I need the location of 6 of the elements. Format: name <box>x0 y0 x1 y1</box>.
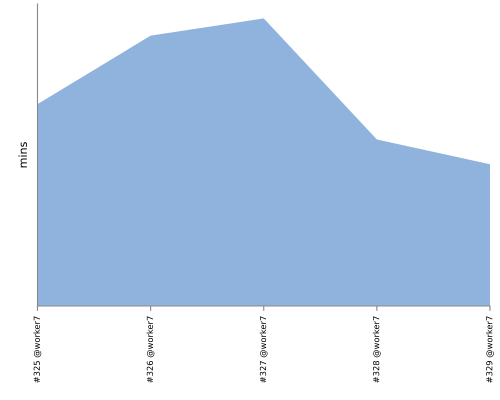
x-tick-label: #325 @worker7 <box>33 316 42 383</box>
x-tick-label: #328 @worker7 <box>372 316 381 383</box>
y-axis-title: mins <box>18 142 28 168</box>
x-tick-label: #327 @worker7 <box>260 316 268 383</box>
x-tick-label: #326 @worker7 <box>146 316 154 383</box>
x-tick-label: #329 @worker7 <box>486 316 494 383</box>
